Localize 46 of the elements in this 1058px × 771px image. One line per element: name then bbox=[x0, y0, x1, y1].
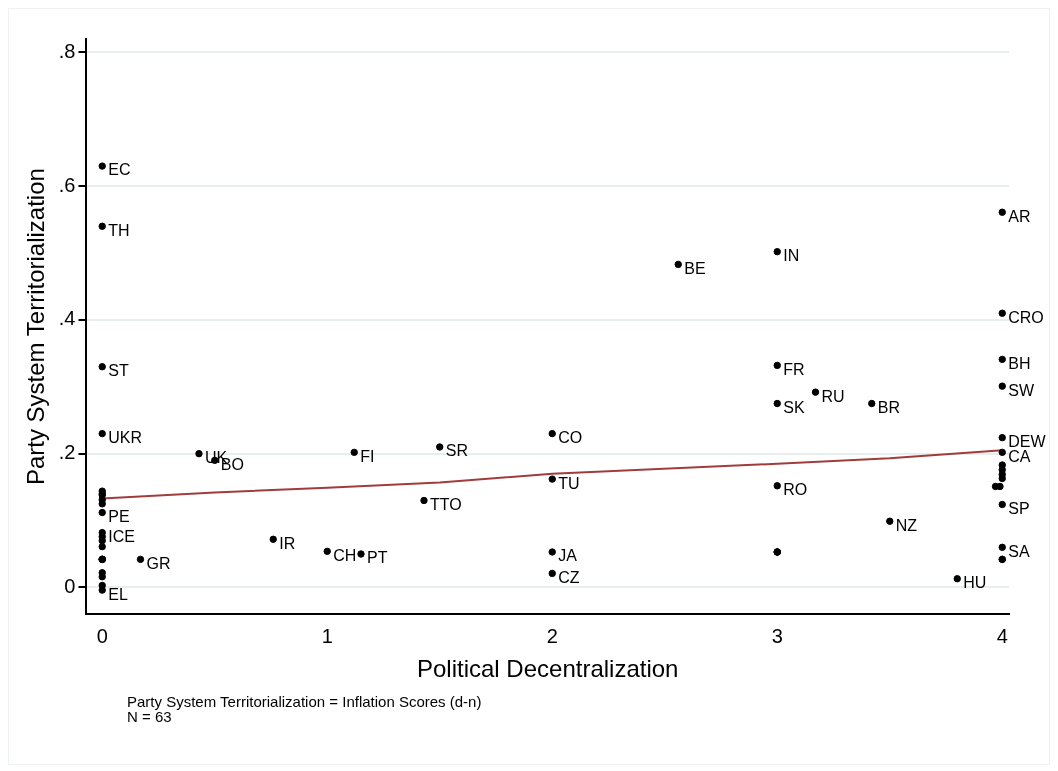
y-tick-label: .6 bbox=[58, 173, 76, 196]
annotation: FI bbox=[360, 447, 375, 465]
annotation: HU bbox=[963, 574, 987, 592]
x-tick-label: 3 bbox=[771, 624, 783, 647]
annotation: TH bbox=[108, 221, 130, 239]
x-axis-title: Political Decentralization bbox=[417, 655, 679, 683]
annotation: FR bbox=[783, 360, 805, 378]
annotation: GR bbox=[146, 554, 171, 572]
annotation: IN bbox=[783, 247, 800, 265]
annotation: SK bbox=[783, 398, 805, 416]
annotation: CH bbox=[333, 546, 357, 564]
annotation: ICE bbox=[108, 528, 135, 546]
annotation: CO bbox=[558, 429, 583, 447]
annotation: SW bbox=[1008, 381, 1035, 399]
annotation: PE bbox=[108, 507, 130, 525]
annotation: BE bbox=[684, 259, 706, 277]
annotation: SR bbox=[445, 442, 468, 460]
annotation: EL bbox=[108, 585, 128, 603]
x-tick-label: 1 bbox=[321, 624, 333, 647]
y-tick-label: .2 bbox=[58, 441, 76, 464]
annotation: EC bbox=[108, 161, 131, 179]
y-tick-label: .8 bbox=[58, 39, 76, 62]
text: Party System Territorialization = Inflation Scores (d-n) bbox=[127, 693, 482, 710]
annotation: JA bbox=[558, 547, 578, 565]
x-tick-label: 4 bbox=[996, 624, 1008, 647]
annotation: CZ bbox=[558, 568, 580, 586]
y-tick-label: .4 bbox=[58, 307, 76, 330]
annotation: TTO bbox=[429, 495, 462, 513]
annotation: ST bbox=[108, 362, 129, 380]
annotation: RO bbox=[783, 481, 808, 499]
annotation: IR bbox=[279, 534, 296, 552]
annotation: BR bbox=[877, 398, 900, 416]
annotation: SA bbox=[1008, 542, 1030, 560]
annotation: SP bbox=[1008, 499, 1030, 517]
y-axis-title: Party System Territorialization bbox=[22, 168, 50, 486]
annotation: PT bbox=[366, 549, 388, 567]
annotation: BH bbox=[1008, 354, 1031, 372]
annotation: UKR bbox=[108, 429, 143, 447]
annotation: NZ bbox=[895, 516, 918, 534]
x-tick-label: 0 bbox=[96, 624, 108, 647]
annotation: CRO bbox=[1008, 308, 1044, 326]
x-tick-label: 2 bbox=[546, 624, 558, 647]
y-tick-label: 0 bbox=[64, 574, 76, 597]
annotation: TU bbox=[558, 474, 580, 492]
annotation: RU bbox=[821, 387, 845, 405]
annotation: AR bbox=[1008, 207, 1031, 225]
